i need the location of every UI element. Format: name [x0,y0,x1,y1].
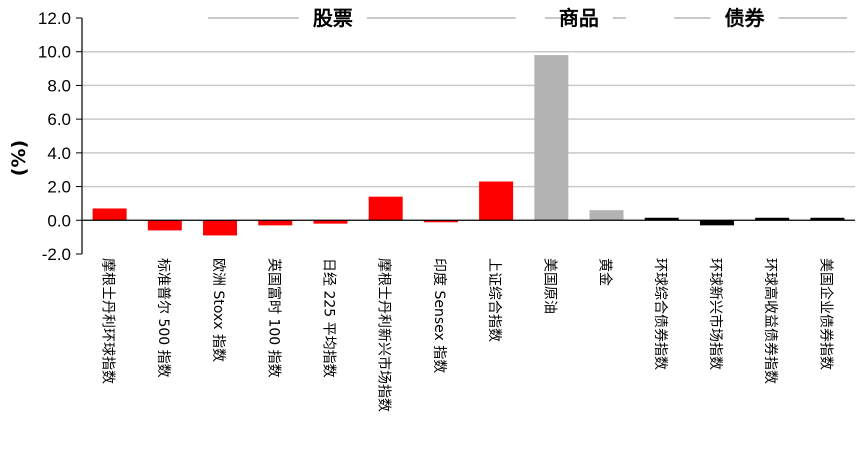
bar [92,208,127,221]
bar [368,196,403,221]
grid-lines [82,50,855,188]
bar [534,55,569,221]
group-label: 股票 [313,6,353,30]
category-label: 上证综合指数 [486,258,502,342]
bar [423,220,458,223]
group-label: 债券 [725,6,766,30]
category-labels: 摩根士丹利环球指数 标准普尔 500 指数 欧洲 Stoxx 指数 英国富时 100 … [100,258,835,412]
bar [810,217,845,221]
category-label: 日经 225 平均指数 [320,258,336,378]
y-tick-label: 0.0 [47,211,71,230]
bar [755,217,790,221]
category-label: 环球新兴市场指数 [707,258,724,370]
category-label: 环球高收益债券指数 [762,258,779,384]
bar [258,220,293,226]
category-label: 标准普尔 500 指数 [155,258,171,378]
y-tick-label: -2.0 [42,245,71,264]
y-tick-label: 12.0 [38,9,71,28]
bar [644,217,679,221]
category-label: 英国富时 100 指数 [265,258,282,378]
bar [699,220,734,226]
bar [589,210,624,221]
category-label: 摩根士丹利新兴市场指数 [376,258,393,412]
y-tick-label: 2.0 [47,178,71,197]
axes: 12.0 10.0 8.0 6.0 4.0 2.0 0.0 -2.0 [38,9,855,264]
bar [147,220,182,231]
category-label: 黄金 [597,258,614,286]
y-tick-label: 10.0 [38,43,71,62]
bar [313,220,348,224]
category-label: 美国原油 [541,258,557,314]
category-label: 环球综合债券指数 [652,258,668,370]
bars [92,55,845,236]
group-headers: 股票 商品 债券 [208,6,847,30]
category-label: 欧洲 Stoxx 指数 [210,258,226,362]
category-label: 摩根士丹利环球指数 [100,258,117,384]
y-tick-label: 4.0 [47,144,71,163]
group-label: 商品 [559,6,599,30]
category-label: 印度 Sensex 指数 [431,258,447,373]
category-label: 美国企业债券指数 [817,258,834,370]
y-tick-label: 8.0 [47,76,71,95]
bar [203,220,238,236]
bar [479,181,514,221]
y-tick-label: 6.0 [47,110,71,129]
y-axis-label: (%) [8,140,30,176]
